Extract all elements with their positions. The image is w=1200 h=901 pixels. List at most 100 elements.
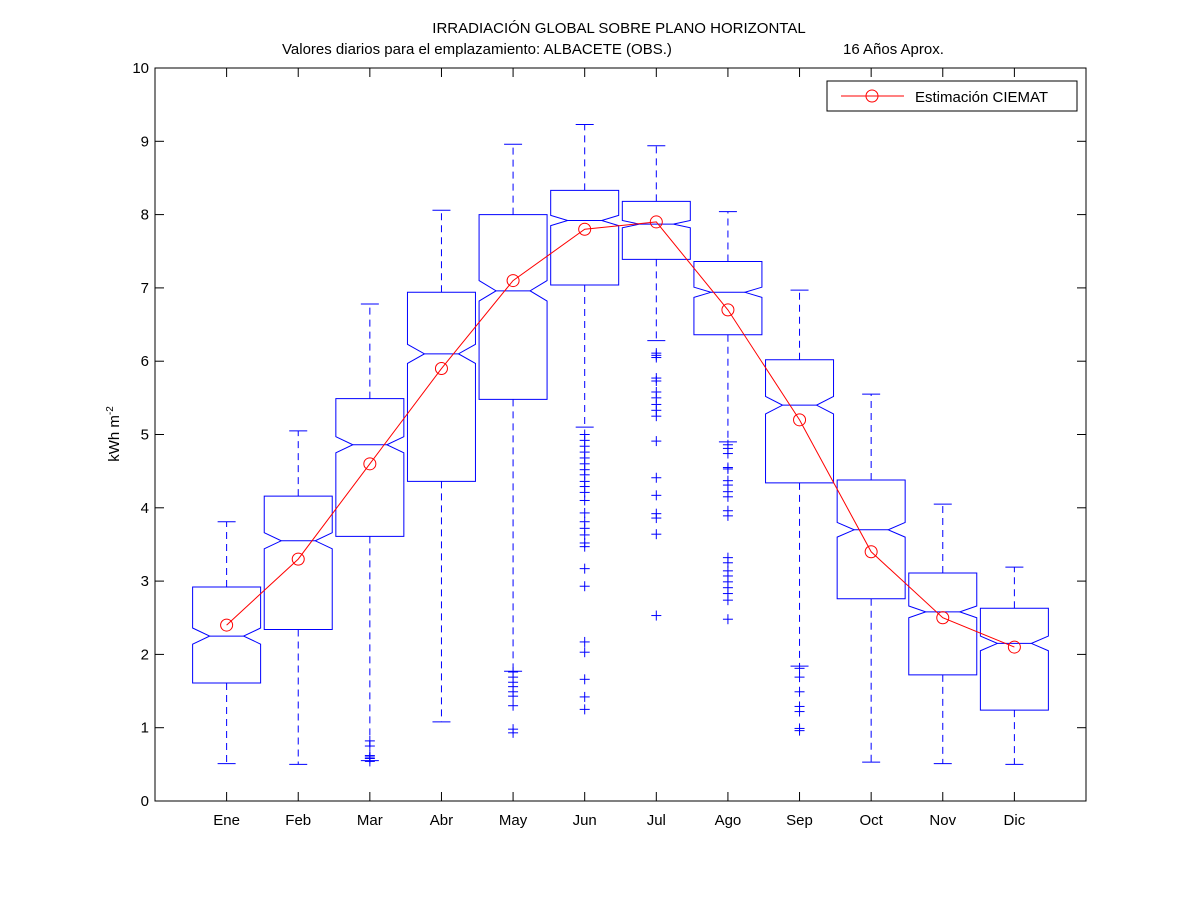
y-tick-label: 9 — [141, 133, 149, 150]
outlier-marker — [579, 636, 590, 647]
y-tick-label: 10 — [132, 60, 149, 77]
y-tick-label: 5 — [141, 427, 149, 444]
x-tick-label: Nov — [929, 812, 956, 829]
y-tick-label: 7 — [141, 280, 149, 297]
outlier-marker — [651, 529, 662, 540]
series-point-nov — [936, 611, 950, 625]
outlier-marker — [579, 581, 590, 592]
outlier-marker — [722, 475, 733, 486]
box-ene — [192, 521, 262, 765]
box-ago — [693, 211, 763, 625]
box-feb — [263, 430, 333, 765]
outlier-marker — [794, 723, 805, 734]
box-jul — [621, 145, 691, 621]
series-point-jul — [649, 215, 663, 229]
outlier-marker — [579, 647, 590, 658]
series-point-ene — [220, 618, 234, 632]
outlier-marker — [794, 663, 805, 674]
outlier-marker — [722, 505, 733, 516]
outlier-marker — [651, 508, 662, 519]
box-may — [478, 143, 548, 738]
outlier-marker — [794, 701, 805, 712]
box-abr — [406, 209, 476, 723]
box-notched-body — [621, 200, 691, 260]
x-tick-label: Ene — [213, 812, 240, 829]
y-tick-label: 6 — [141, 353, 149, 370]
box-dic — [979, 566, 1049, 765]
chart-title: IRRADIACIÓN GLOBAL SOBRE PLANO HORIZONTA… — [432, 20, 805, 37]
box-notched-body — [765, 359, 835, 484]
series-point-jun — [578, 222, 592, 236]
outlier-marker — [794, 672, 805, 683]
box-notched-body — [406, 291, 476, 482]
box-notched-body — [335, 398, 405, 537]
outlier-marker — [508, 700, 519, 711]
chart-subtitle-right: 16 Años Aprox. — [843, 41, 944, 58]
y-axis-label: kWh m-2 — [105, 406, 123, 462]
box-notched-body — [979, 607, 1049, 711]
box-oct — [836, 393, 906, 763]
box-notched-body — [836, 479, 906, 600]
x-tick-label: Feb — [285, 812, 311, 829]
series-line-estimacion-ciemat — [226, 221, 1015, 648]
outlier-marker — [722, 462, 733, 473]
outlier-marker — [651, 472, 662, 483]
x-tick-label: Ago — [715, 812, 742, 829]
box-notched-body — [263, 495, 333, 630]
outlier-marker — [722, 614, 733, 625]
outlier-marker — [579, 507, 590, 518]
series-point-abr — [434, 362, 448, 376]
series-point-sep — [793, 413, 807, 427]
x-tick-label: May — [499, 812, 528, 829]
x-tick-label: Oct — [859, 812, 883, 829]
outlier-marker — [651, 490, 662, 501]
outlier-marker — [364, 735, 375, 746]
x-tick-label: Jun — [573, 812, 597, 829]
outlier-marker — [364, 750, 375, 761]
outlier-marker — [579, 674, 590, 685]
outlier-marker — [722, 439, 733, 450]
outlier-marker — [579, 563, 590, 574]
chart-subtitle-left: Valores diarios para el emplazamiento: A… — [282, 41, 672, 58]
series-point-oct — [864, 545, 878, 559]
box-notched-body — [192, 586, 262, 684]
series-point-dic — [1007, 640, 1021, 654]
y-axis-label-superscript: -2 — [105, 406, 116, 415]
outlier-marker — [579, 704, 590, 715]
box-jun — [550, 123, 620, 715]
series-point-mar — [363, 457, 377, 471]
x-tick-label: Sep — [786, 812, 813, 829]
box-notched-body — [550, 189, 620, 286]
outlier-marker — [651, 610, 662, 621]
x-tick-label: Jul — [647, 812, 666, 829]
outlier-marker — [651, 436, 662, 447]
legend-marker-sample — [865, 89, 879, 103]
series-point-feb — [291, 552, 305, 566]
box-notched-body — [693, 261, 763, 336]
outlier-marker — [508, 724, 519, 735]
y-tick-label: 1 — [141, 720, 149, 737]
box-mar — [335, 303, 405, 767]
plot-area — [192, 123, 1049, 767]
x-tick-label: Dic — [1004, 812, 1026, 829]
y-tick-label: 8 — [141, 207, 149, 224]
outlier-marker — [579, 691, 590, 702]
outlier-marker — [722, 552, 733, 563]
outlier-marker — [794, 686, 805, 697]
series-point-ago — [721, 303, 735, 317]
y-tick-label: 2 — [141, 646, 149, 663]
legend: Estimación CIEMAT — [826, 80, 1078, 112]
outlier-marker — [508, 666, 519, 677]
outlier-marker — [651, 373, 662, 384]
outlier-marker — [651, 386, 662, 397]
y-tick-label: 3 — [141, 573, 149, 590]
box-sep — [765, 289, 835, 736]
legend-label: Estimación CIEMAT — [915, 89, 1048, 106]
outlier-marker — [579, 516, 590, 527]
series-point-may — [506, 274, 520, 288]
y-tick-label: 4 — [141, 500, 149, 517]
outlier-marker — [579, 429, 590, 440]
y-axis-label-main: kWh m — [106, 415, 123, 462]
tick-marks: 0 1 2 3 4 5 6 7 8 9 10 Ene Feb Mar Abr May Jun Jul Ago Sep O… — [132, 60, 1086, 829]
